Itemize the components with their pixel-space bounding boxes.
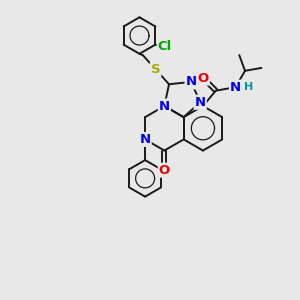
Text: N: N [230, 81, 241, 94]
Text: N: N [195, 96, 206, 109]
Text: S: S [151, 63, 160, 76]
Text: H: H [244, 82, 254, 92]
Text: N: N [186, 75, 197, 88]
Text: O: O [198, 72, 209, 85]
Text: N: N [159, 100, 170, 112]
Text: Cl: Cl [158, 40, 172, 52]
Text: O: O [159, 164, 170, 177]
Text: N: N [140, 133, 151, 146]
